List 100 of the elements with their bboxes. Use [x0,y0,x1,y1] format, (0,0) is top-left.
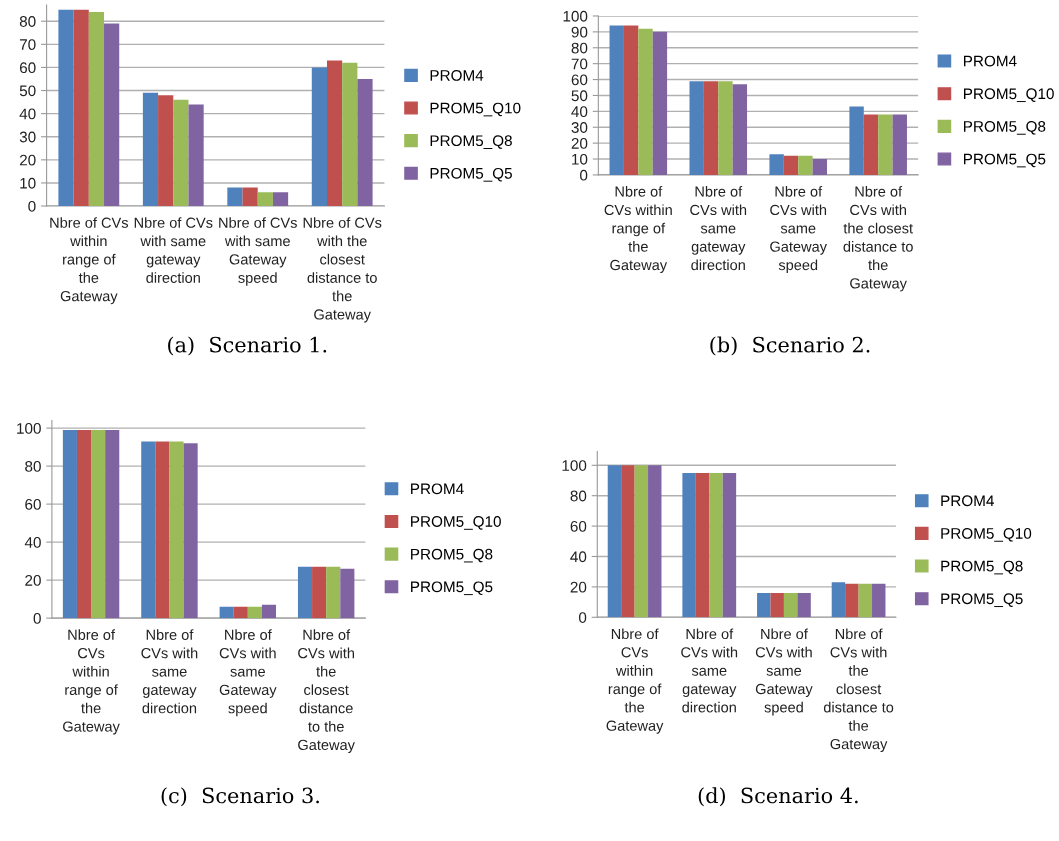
bar [709,472,723,618]
legend-label: PROM5_Q8 [430,135,512,149]
legend-label: PROM5_Q8 [941,560,1023,575]
y-tick-label: 100 [562,460,587,471]
y-tick-label: 60 [570,520,587,532]
legend-label: PROM4 [941,495,994,507]
bar [892,114,907,175]
bar [623,25,639,175]
y-tick-label: 70 [19,39,36,51]
bar [312,566,327,619]
y-tick-label: 20 [571,138,588,149]
bar [695,472,710,618]
bar [638,28,653,175]
y-tick-label: 20 [19,154,36,166]
bar [76,430,92,619]
bar [73,9,89,207]
bar [357,78,373,207]
bar [797,592,811,618]
y-tick-label: 20 [25,575,41,586]
legend-label: PROM5_Q8 [411,548,493,563]
bar [242,187,258,207]
bar [770,592,784,618]
bar [219,606,234,619]
bar [104,23,120,207]
x-tick-label: Nbre of CVs with same gateway direction [134,217,213,283]
y-tick-label: 0 [33,613,41,624]
bar [297,566,313,619]
bar [722,472,737,618]
bar [831,582,846,618]
bar [718,81,733,175]
bar [609,25,624,175]
y-tick-label: 60 [571,74,588,86]
x-tick-label: Nbre of CVs within range of the Gateway [63,629,120,735]
legend-label: PROM5_Q10 [430,102,521,117]
y-tick-label: 40 [570,551,587,563]
y-tick-label: 30 [571,122,588,133]
legend-label: PROM5_Q8 [964,121,1046,135]
text: (b) Scenario 2. [710,336,870,356]
bar [342,62,358,207]
bar [845,583,859,618]
bar [732,84,748,175]
legend-label: PROM5_Q5 [430,167,512,182]
bar [757,592,771,618]
bar [173,99,189,207]
y-tick-label: 10 [572,153,588,165]
y-tick-label: 50 [571,90,588,102]
y-tick-label: 40 [571,106,588,118]
x-tick-label: Nbre of CVs with same gateway direction [681,628,738,713]
x-tick-label: Nbre of CVs with same gateway direction [141,629,198,714]
x-tick-label: Nbre of CVs with the closest distance to the Gateway [823,628,894,753]
legend-label: PROM4 [411,483,464,495]
bar [689,81,704,175]
y-tick-label: 100 [17,422,41,434]
y-tick-label: 100 [563,10,588,22]
x-tick-label: Nbre of CVs with the closest distance to the Gateway [298,629,355,753]
text: (d) Scenario 4. [698,787,858,807]
bar [311,67,327,207]
bar [142,92,159,207]
text: (a) Scenario 1. [168,336,327,356]
legend-label: PROM4 [430,69,484,81]
x-tick-label: Nbre of CVs with same Gateway speed [755,628,813,716]
bar [682,472,696,618]
y-tick-label: 60 [19,62,36,74]
y-tick-label: 40 [19,108,36,120]
bar [648,465,662,618]
bar [261,604,277,619]
bar [158,95,174,207]
bar [58,9,74,207]
bar [863,114,879,175]
bar [326,60,343,207]
y-tick-label: 80 [19,16,36,27]
bar [812,159,827,175]
y-tick-label: 80 [570,490,587,502]
bar [783,155,799,175]
y-tick-label: 0 [28,200,36,212]
bar [272,192,289,207]
y-tick-label: 80 [25,460,41,472]
bar [621,465,635,618]
bar [872,583,886,618]
bar [227,187,243,207]
bar [783,592,798,618]
legend-label: PROM5_Q10 [941,528,1032,542]
bar [105,430,120,619]
bar [878,114,893,175]
bar [233,606,248,619]
bar [247,606,262,619]
x-tick-label: Nbre of CVs within range of the Gateway [50,217,129,305]
x-tick-label: Nbre of CVs with same Gateway speed [219,217,297,286]
legend-label: PROM5_Q10 [964,88,1054,103]
bar [183,443,198,619]
x-tick-label: Nbre of CVs with the closest distance to the Gateway [303,217,382,323]
x-tick-label: Nbre of CVs with same Gateway speed [770,186,827,274]
legend-label: PROM4 [964,55,1017,67]
legend-label: PROM5_Q5 [964,153,1046,168]
bar [155,441,170,619]
bar [607,465,622,618]
x-tick-label: Nbre of CVs within range of the Gateway [606,628,664,734]
y-tick-label: 10 [20,177,36,189]
bar [91,430,106,619]
x-tick-label: Nbre of CVs with same gateway direction [690,186,747,271]
